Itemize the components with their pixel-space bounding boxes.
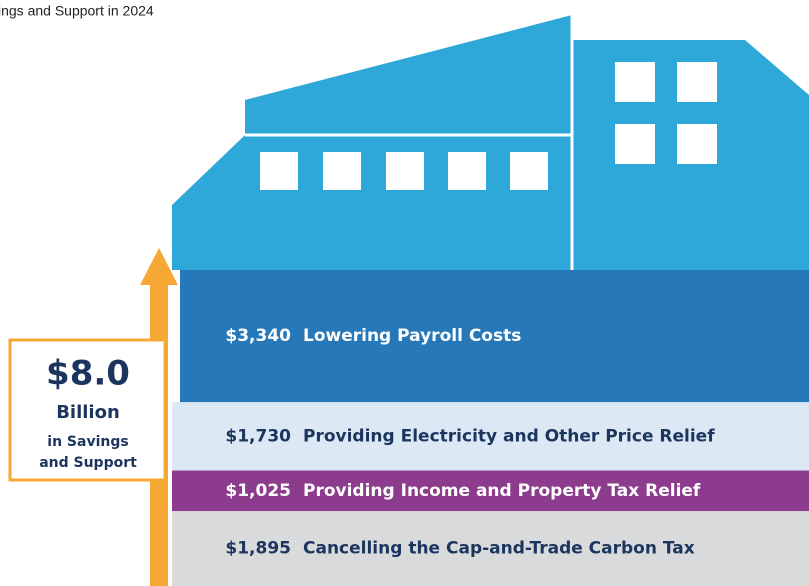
title: ings and Support in 2024 (0, 3, 154, 19)
value-label: $1,730 (225, 426, 291, 446)
total-unit: Billion (56, 402, 120, 423)
category-label: Providing Income and Property Tax Relief (303, 481, 701, 501)
infographic: ings and Support in 2024 $8.0 Billion in… (0, 0, 809, 586)
value-label: $1,025 (225, 481, 291, 501)
category-label: Cancelling the Cap-and-Trade Carbon Tax (303, 539, 695, 559)
total-line: and Support (39, 455, 137, 471)
total-amount: $8.0 (46, 354, 130, 394)
category-label: Providing Electricity and Other Price Re… (303, 426, 715, 446)
building (172, 15, 809, 270)
category-label: Lowering Payroll Costs (303, 326, 521, 346)
value-label: $1,895 (225, 539, 291, 559)
total-line: in Savings (47, 434, 128, 450)
value-label: $3,340 (225, 326, 291, 346)
